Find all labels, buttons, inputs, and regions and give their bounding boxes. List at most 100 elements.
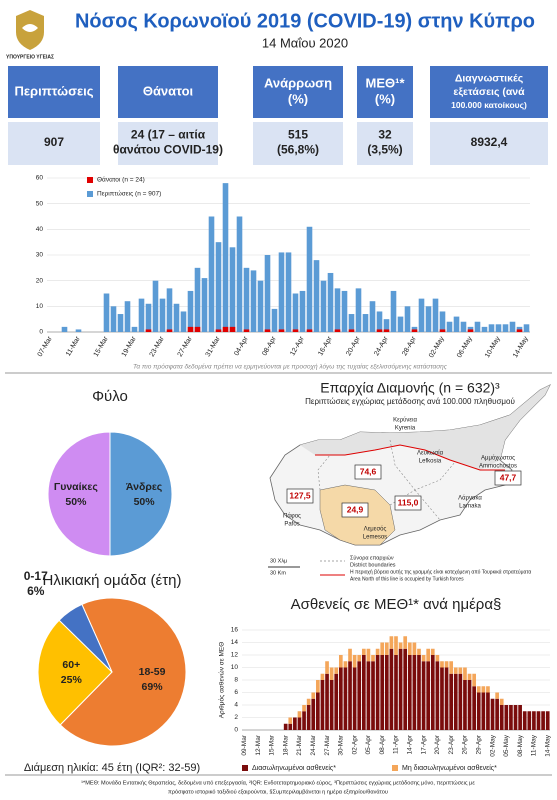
y-tick-label: 20 [36, 277, 44, 284]
x-tick-label: 30-Mar [338, 734, 345, 755]
bar [292, 329, 299, 332]
bar [444, 667, 449, 730]
chart-title: Ασθενείς σε ΜΕΘ¹* ανά ημέρα§ [291, 596, 502, 613]
bar [187, 326, 194, 332]
bar [166, 329, 173, 332]
bar [152, 280, 159, 332]
bar [458, 667, 463, 674]
x-tick-label: 14-May [544, 734, 551, 756]
emblem-detail [22, 24, 38, 32]
bar [313, 260, 320, 332]
bar [490, 698, 495, 730]
x-tick-label: 11-Apr [393, 734, 400, 754]
district-name: Κερύνεια [393, 418, 417, 424]
x-tick-label: 02-May [489, 734, 496, 756]
y-tick-label: 60 [36, 175, 44, 182]
bar [357, 655, 362, 662]
stat-value: 515 [288, 128, 308, 142]
stat-value: (56,8%) [277, 143, 319, 157]
bar [384, 655, 389, 730]
bar [523, 324, 530, 332]
bar [435, 661, 440, 730]
bar [389, 648, 394, 730]
bar [389, 636, 394, 649]
x-tick-label: 08-Apr [379, 734, 386, 754]
page-title: Νόσος Κορωνοϊού 2019 (COVID-19) στην Κύπ… [75, 10, 535, 32]
y-tick-label: 6 [234, 689, 238, 696]
bar [145, 329, 152, 332]
y-tick-label: 0 [39, 329, 43, 336]
bar [320, 673, 325, 680]
district-name: Αμμόχωστος [481, 455, 515, 462]
bar [292, 293, 299, 332]
bar [264, 329, 271, 332]
bar [320, 280, 327, 332]
bar [297, 717, 302, 730]
map-subtitle: Περιπτώσεις εγχώριας μετάδοσης ανά 100.0… [305, 397, 515, 406]
value-box [494, 470, 522, 486]
bar [131, 326, 138, 332]
bar [426, 648, 431, 662]
bar [495, 324, 502, 332]
y-tick-label: 14 [231, 639, 239, 646]
bar [463, 667, 467, 680]
note: Τα πιο πρόσφατα δεδομένα πρέπει να ερμην… [133, 363, 448, 371]
value-box [394, 495, 422, 511]
bar [453, 667, 458, 674]
y-axis-label: Αριθμός ασθενών σε ΜΕΘ [218, 642, 226, 719]
y-tick-label: 4 [234, 702, 238, 709]
x-tick-label: 12-Mar [255, 734, 262, 755]
bar [236, 216, 243, 332]
bar [338, 655, 343, 668]
y-tick-label: 40 [36, 226, 44, 233]
bar [502, 324, 509, 332]
stat-value: 24 (17 – αιτία [131, 128, 206, 142]
bar [504, 705, 509, 730]
bar [412, 655, 417, 730]
bar [325, 661, 329, 674]
bar [61, 326, 68, 332]
pie-slice [58, 603, 113, 673]
stat-label: (%) [375, 91, 395, 106]
chart-subtitle: Διάμεση ηλικία: 45 έτη (IQR²: 32-59) [24, 762, 200, 774]
bar [446, 321, 453, 332]
bar [439, 311, 446, 332]
occupied-area [300, 385, 550, 470]
chart-title: Φύλο [92, 388, 128, 405]
stat-label: Διαγνωστικές [455, 72, 524, 84]
bar [488, 324, 495, 332]
legend-swatch [392, 765, 398, 771]
bar [302, 705, 306, 712]
bar [384, 642, 389, 655]
value-box [286, 488, 314, 504]
bar [306, 226, 313, 332]
bar [366, 648, 371, 662]
bar [398, 642, 403, 649]
bar [348, 329, 355, 332]
bar [222, 326, 229, 332]
stat-header-box [8, 66, 100, 118]
bar [403, 648, 408, 730]
stat-value-box [8, 122, 100, 165]
bar [440, 661, 444, 668]
logo [16, 10, 44, 50]
bar [357, 661, 362, 730]
bar [394, 655, 398, 730]
bar [278, 329, 285, 332]
bar [288, 723, 293, 730]
legend-swatch [87, 177, 93, 183]
bar [499, 698, 504, 705]
pie-slice [59, 597, 187, 747]
stat-value: θανάτου COVID-19) [113, 143, 223, 157]
bar [440, 667, 444, 730]
stat-header-box [357, 66, 413, 118]
stat-label: 100.000 κατοίκους) [451, 100, 527, 110]
bar [159, 298, 166, 332]
bar [338, 667, 343, 730]
pie-value-label: 6% [27, 584, 45, 598]
bar [229, 247, 236, 332]
pie-label: 18-59 [139, 666, 166, 678]
pie-value-label: 50% [65, 496, 87, 508]
bar [425, 306, 432, 332]
pie-value-label: 25% [61, 674, 83, 686]
